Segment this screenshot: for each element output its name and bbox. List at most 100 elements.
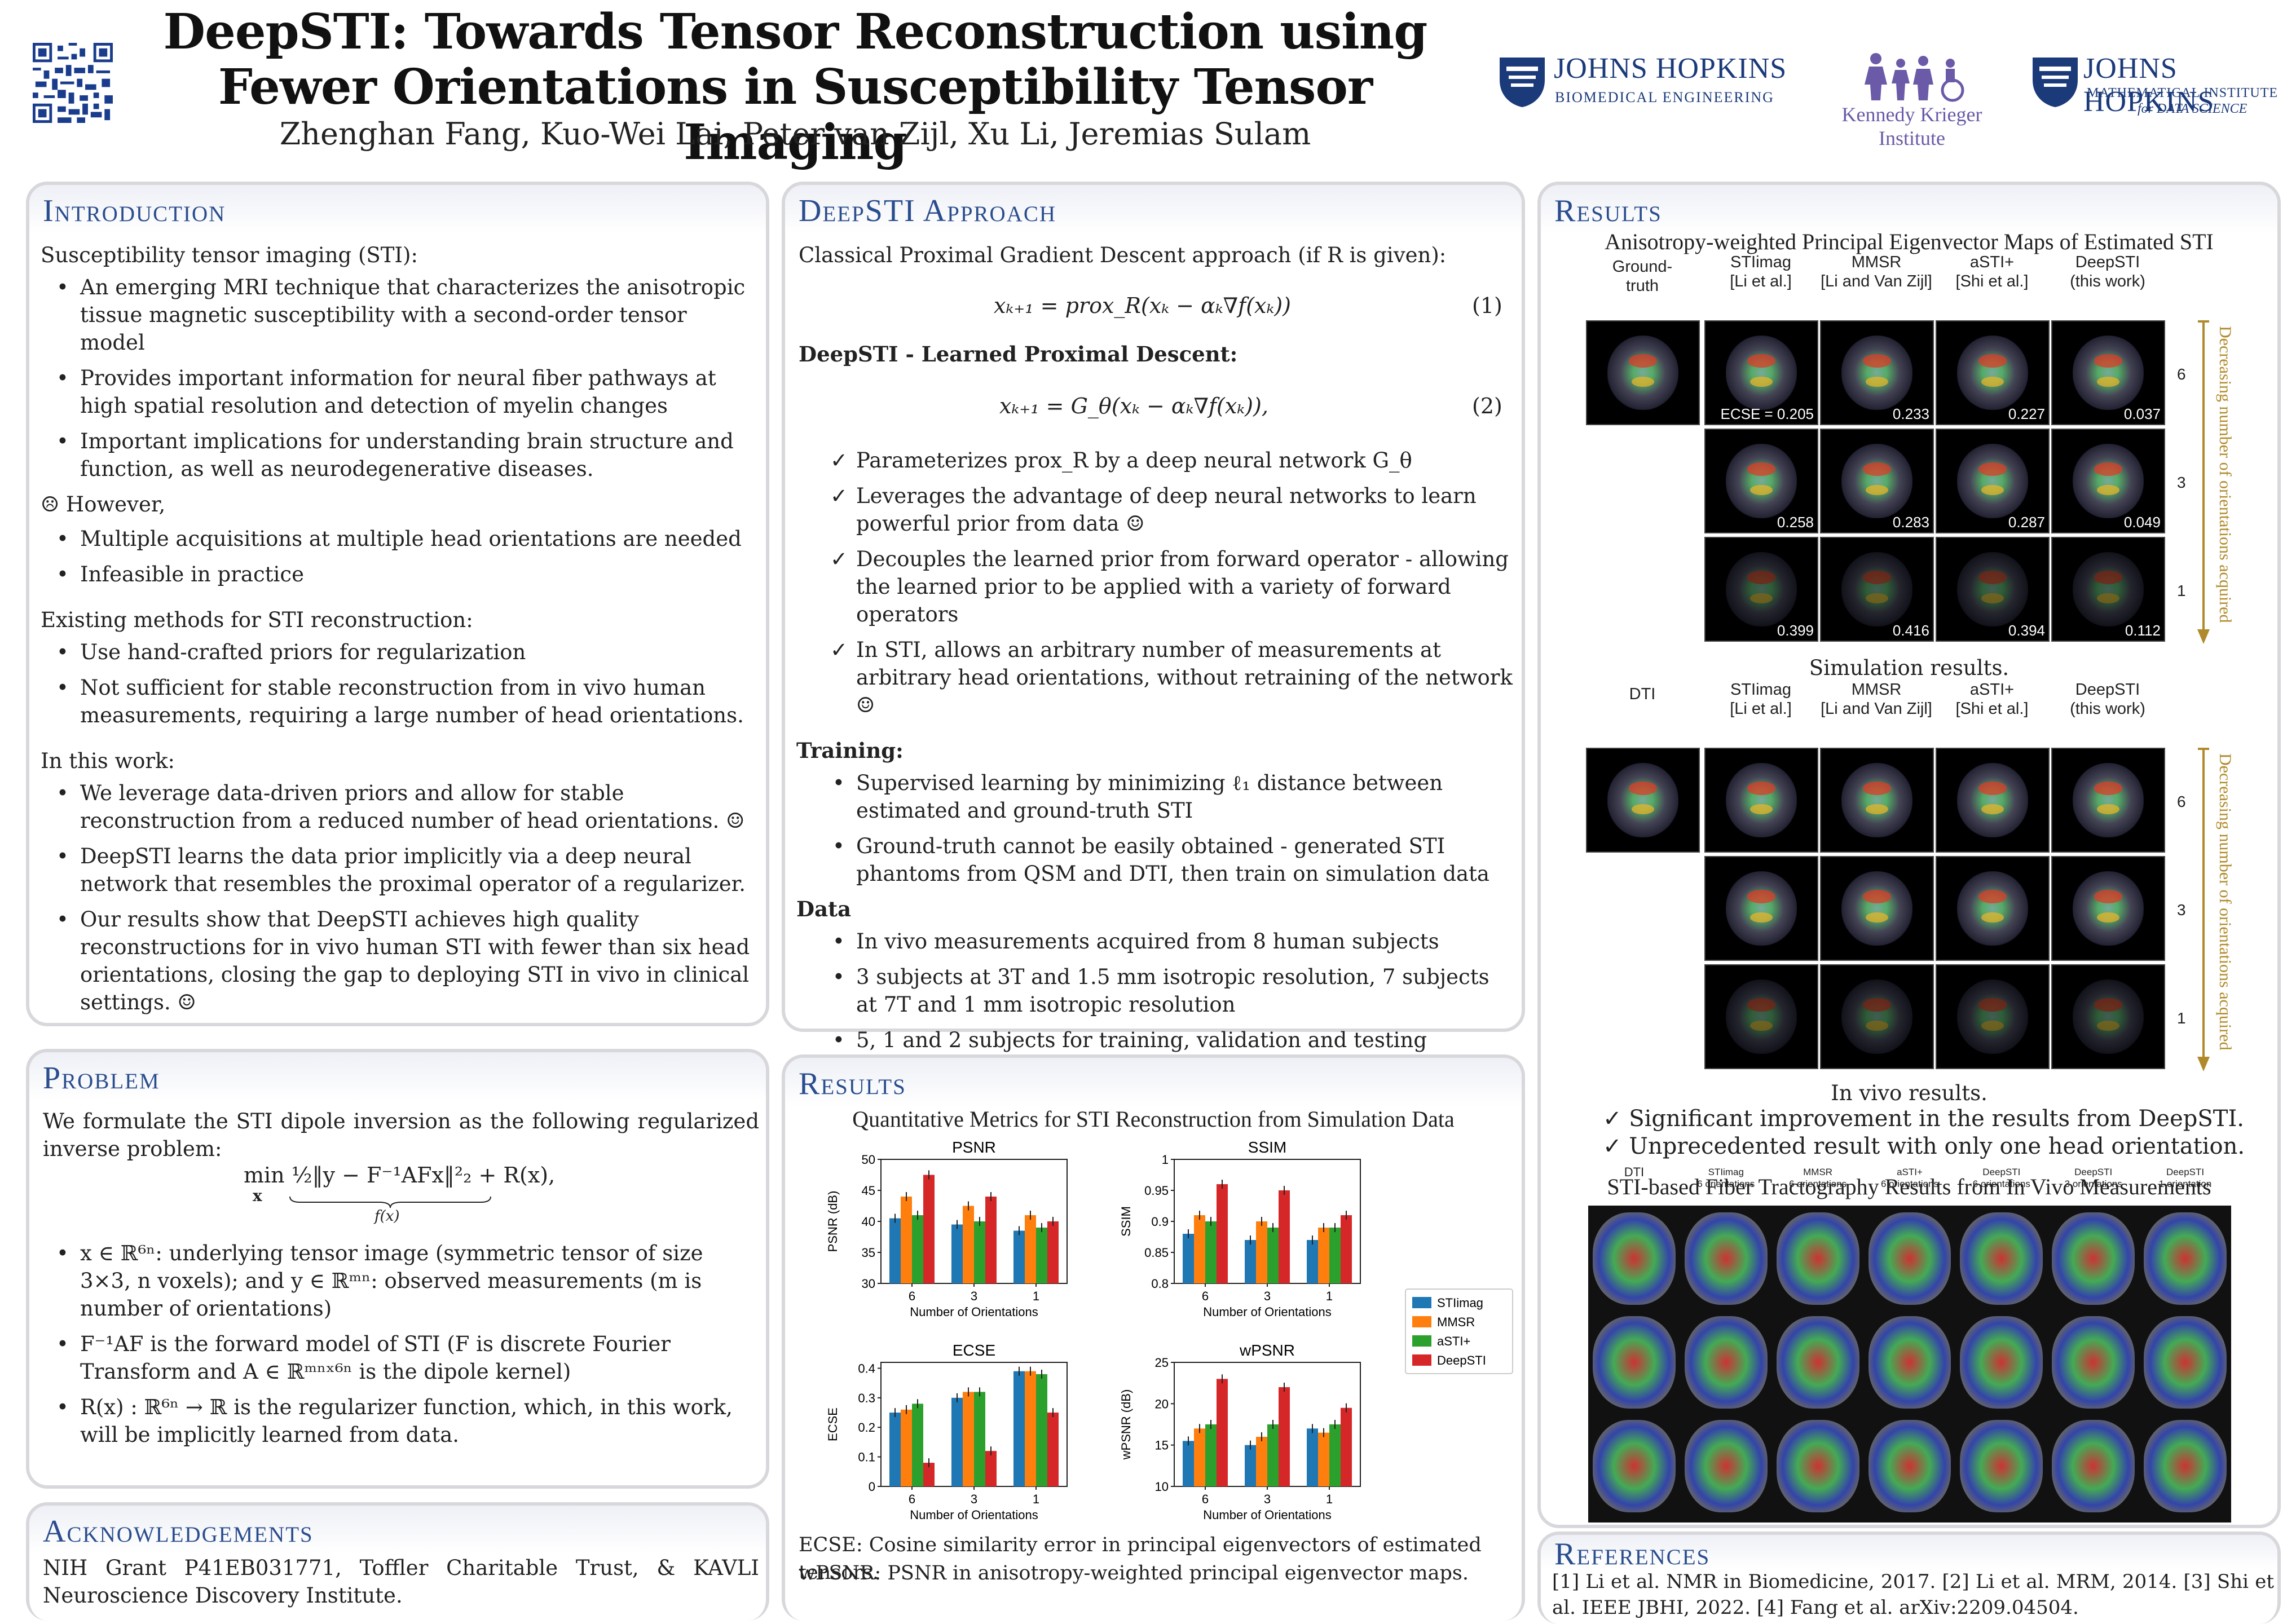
brain-map-cell: 0.283 xyxy=(1820,429,1934,533)
results-panel: Results Anisotropy-weighted Principal Ei… xyxy=(1537,182,2281,1528)
brain-map-cell xyxy=(1820,964,1934,1069)
tractography-column-header-line: aSTI+ xyxy=(1897,1167,1923,1177)
tractography-column-header-line: DeepSTI xyxy=(2166,1167,2205,1177)
tractography-column-header-line: 6 orientations xyxy=(1880,1179,1939,1189)
column-header-line: MMSR xyxy=(1851,681,1902,699)
brain-map-cell: 0.112 xyxy=(2051,537,2165,642)
brain-map-cell xyxy=(2051,856,2165,961)
tractography-image xyxy=(2052,1316,2135,1409)
x-tick-label: 3 xyxy=(971,1492,977,1506)
list-item: F⁻¹AF is the forward model of STI (F is … xyxy=(56,1330,757,1385)
brain-image xyxy=(1956,871,2029,946)
x-tick-label: 6 xyxy=(1202,1492,1209,1506)
jhu-shield-icon xyxy=(1500,58,1545,107)
x-tick-label: 6 xyxy=(909,1492,915,1506)
tractography-image xyxy=(2052,1420,2135,1512)
x-tick-label: 3 xyxy=(1264,1289,1271,1303)
ecse-value: 0.416 xyxy=(1892,622,1929,639)
brain-map-cell xyxy=(2051,748,2165,853)
brain-map-cell xyxy=(1704,964,1818,1069)
column-header-line: (this work) xyxy=(2070,700,2145,718)
bar-asti-plus xyxy=(1267,1424,1279,1486)
orientation-count: 1 xyxy=(2177,582,2186,599)
bar-stiimag xyxy=(951,1397,963,1486)
quantitative-results-panel: Results Quantitative Metrics for STI Rec… xyxy=(782,1054,1525,1621)
ecse-value: 0.233 xyxy=(1892,405,1929,422)
y-tick-label: 0.85 xyxy=(1144,1246,1169,1260)
equation-2: xₖ₊₁ = G_θ(xₖ − αₖ∇f(xₖ)), xyxy=(999,394,1268,418)
ecse-value: 0.037 xyxy=(2123,405,2161,422)
orientation-count: 6 xyxy=(2177,365,2186,383)
in-vivo-caption: In vivo results. xyxy=(1831,1081,1987,1105)
bar-deepsti xyxy=(1279,1387,1290,1486)
equation-1-number: (1) xyxy=(1472,293,1502,318)
training-list: Supervised learning by minimizing ℓ₁ dis… xyxy=(796,769,1513,888)
y-tick-label: 0.2 xyxy=(858,1420,875,1435)
y-tick-label: 0.9 xyxy=(1151,1215,1169,1229)
chart-wpsnr: wPSNR 10 15 20 25 wPSNR (dB) 6 3 1 Number of Orie… xyxy=(1119,1341,1361,1522)
bar-deepsti xyxy=(923,1175,935,1283)
orientation-count: 3 xyxy=(2177,901,2186,919)
tractography-column-header-line: DeepSTI xyxy=(1982,1167,2021,1177)
tractography-image xyxy=(2144,1316,2227,1409)
references-title: References xyxy=(1554,1537,1711,1572)
tractography-column-header: STIimag 6 orientations xyxy=(1680,1166,1772,1190)
bar-stiimag xyxy=(951,1224,963,1283)
bar-deepsti xyxy=(985,1451,997,1486)
brain-image xyxy=(1725,871,1797,946)
brain-map-cell xyxy=(1936,748,2050,853)
bar-stiimag xyxy=(1183,1441,1194,1486)
wpsnr-note: wPSNR: PSNR in anisotropy-weighted princ… xyxy=(799,1562,1469,1585)
bar-mmsr xyxy=(901,1197,912,1283)
tractography-column-header-line: 1 orientation xyxy=(2158,1179,2212,1189)
x-tick-label: 1 xyxy=(1033,1492,1039,1506)
legend-swatch xyxy=(1412,1297,1431,1308)
approach-text-1: Classical Proximal Gradient Descent appr… xyxy=(799,243,1447,267)
tractography-image xyxy=(1868,1212,1951,1305)
bar-mmsr xyxy=(1194,1428,1205,1486)
list-item: We leverage data-driven priors and allow… xyxy=(56,779,757,835)
jhu-minds-logo-sub: for DATA SCIENCE xyxy=(2138,102,2247,116)
list-item: An emerging MRI technique that character… xyxy=(56,273,757,356)
brain-image xyxy=(1841,552,1913,626)
introduction-body: Susceptibility tensor imaging (STI): An … xyxy=(41,241,757,1024)
bar-mmsr xyxy=(1025,1215,1036,1283)
side-label: Decreasing number of orientations acquir… xyxy=(2216,326,2235,623)
problem-list: x ∈ ℝ⁶ⁿ: underlying tensor image (symmet… xyxy=(41,1239,757,1449)
column-header-line: MMSR xyxy=(1851,253,1902,271)
ecse-value: 0.394 xyxy=(2008,622,2045,639)
column-header: Ground-truth xyxy=(1586,257,1699,295)
brain-image xyxy=(1841,336,1913,410)
brain-map-cell: 0.233 xyxy=(1820,320,1934,425)
bar-deepsti xyxy=(1279,1190,1290,1283)
acknowledgements-text: NIH Grant P41EB031771, Toffler Charitabl… xyxy=(43,1556,759,1608)
jhu-minds-logo: JOHNS HOPKINS MATHEMATICAL INSTITUTE for… xyxy=(2030,52,2279,120)
x-tick-label: 3 xyxy=(971,1289,977,1303)
result-check-1: ✓ Significant improvement in the results… xyxy=(1603,1106,2244,1132)
brain-image xyxy=(1956,552,2029,626)
bar-asti-plus xyxy=(1329,1228,1341,1283)
decreasing-arrow xyxy=(2197,748,2210,1071)
column-header-line: [Li et al.] xyxy=(1730,272,1792,290)
list-item: Parameterizes prox_R by a deep neural ne… xyxy=(830,447,1513,474)
brain-image xyxy=(2072,763,2144,837)
x-tick-label: 3 xyxy=(1264,1492,1271,1506)
brain-map-cell: 0.287 xyxy=(1936,429,2050,533)
tractography-column-header-line: MMSR xyxy=(1803,1167,1833,1177)
result-check-2: ✓ Unprecedented result with only one hea… xyxy=(1603,1133,2245,1159)
brain-map-cell xyxy=(1936,856,2050,961)
tractography-image xyxy=(1960,1316,2043,1409)
brain-map-cell: 0.416 xyxy=(1820,537,1934,642)
column-header-line: [Li and Van Zijl] xyxy=(1821,272,1932,290)
data-heading: Data xyxy=(796,897,852,921)
result-check-2-text: Unprecedented result with only one head … xyxy=(1629,1133,2245,1159)
problem-intro: We formulate the STI dipole inversion as… xyxy=(43,1109,759,1161)
legend-label: STIimag xyxy=(1437,1296,1483,1310)
x-axis-label: Number of Orientations xyxy=(910,1305,1038,1319)
ecse-value: 0.287 xyxy=(2008,514,2045,531)
brain-map-cell xyxy=(1704,856,1818,961)
legend-swatch xyxy=(1412,1335,1431,1347)
list-item: Leverages the advantage of deep neural n… xyxy=(830,482,1513,537)
column-header-line: [Shi et al.] xyxy=(1955,272,2029,290)
brain-image xyxy=(1956,444,2029,518)
